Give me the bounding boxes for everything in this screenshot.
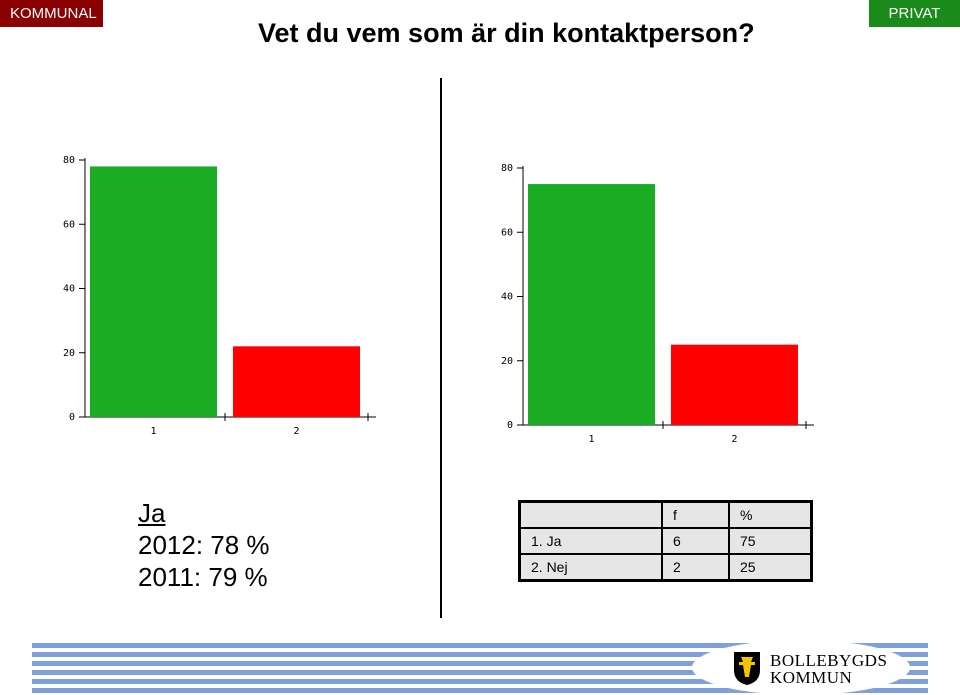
table-cell: 75 (728, 527, 812, 554)
y-tick-label: 0 (69, 412, 75, 423)
y-tick-label: 80 (63, 155, 75, 166)
bar-1 (528, 184, 655, 425)
footer-stripes (32, 643, 928, 693)
logo-oval (692, 640, 910, 695)
table-row: 1. Ja 6 75 (519, 527, 812, 554)
summary-heading: Ja (138, 498, 166, 528)
y-tick-label: 40 (63, 284, 75, 295)
logo-text-line1: BOLLEBYGDS (770, 651, 888, 670)
table-header-cell: % (728, 501, 812, 528)
x-tick-label: 2 (293, 426, 299, 437)
y-tick-label: 20 (63, 348, 75, 359)
table-cell: 25 (728, 553, 812, 581)
vertical-divider (440, 78, 442, 618)
frequency-table: f % 1. Ja 6 75 2. Nej 2 25 (518, 500, 813, 582)
x-tick-label: 1 (588, 434, 594, 445)
bar-chart-kommunal: 0 20 40 60 80 1 2 (63, 155, 376, 437)
x-tick-label: 1 (150, 426, 156, 437)
y-tick-label: 60 (501, 227, 513, 238)
table-cell: 2. Nej (519, 553, 662, 581)
y-tick-label: 60 (63, 219, 75, 230)
table-header-cell (520, 502, 663, 529)
table-cell: 1. Ja (519, 527, 662, 554)
bar-2 (671, 344, 798, 425)
y-tick-label: 80 (501, 163, 513, 174)
kommun-emblem-icon (734, 652, 760, 685)
bar-1 (90, 166, 217, 417)
table-header-row: f % (520, 501, 812, 529)
x-tick-label: 2 (731, 434, 737, 445)
bar-chart-privat: 0 20 40 60 80 1 2 (501, 163, 814, 445)
summary-2012: 2012: 78 % (138, 530, 270, 560)
y-tick-label: 0 (507, 420, 513, 431)
page-title: Vet du vem som är din kontaktperson? (258, 18, 755, 48)
table-cell: 6 (661, 527, 729, 554)
y-tick-label: 20 (501, 356, 513, 367)
logo-text-line2: KOMMUN (770, 668, 853, 687)
y-tick-label: 40 (501, 292, 513, 303)
privat-tag: PRIVAT (869, 0, 960, 27)
bar-2 (233, 346, 360, 417)
summary-block: Ja 2012: 78 % 2011: 79 % (138, 497, 270, 593)
table-cell: 2 (661, 553, 729, 581)
summary-2011: 2011: 79 % (138, 562, 268, 592)
kommunal-tag: KOMMUNAL (0, 0, 103, 27)
table-row: 2. Nej 2 25 (519, 553, 812, 581)
table-header-cell: f (661, 501, 729, 528)
